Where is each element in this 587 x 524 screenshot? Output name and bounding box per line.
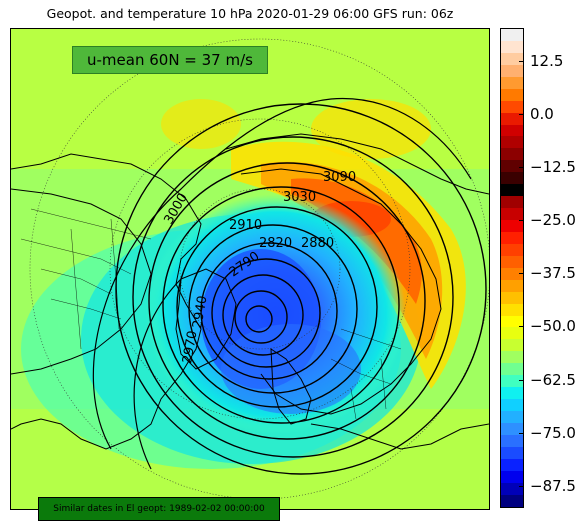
colorbar-segment (501, 351, 523, 364)
contour-label: 2820 (259, 236, 292, 251)
colorbar-tick-label: 12.5 (530, 51, 564, 70)
colorbar-segment (501, 196, 523, 209)
colorbar-segment (501, 315, 523, 328)
colorbar-segment (501, 52, 523, 65)
colorbar-segment (501, 434, 523, 447)
colorbar-tick-mark (519, 60, 524, 62)
colorbar-segment (501, 363, 523, 376)
contour-2940 (188, 224, 358, 394)
coastline-greenland (175, 268, 237, 370)
coastline-north-america (11, 153, 202, 450)
colorbar-segment (501, 208, 523, 220)
coastline-scandinavia (270, 348, 312, 425)
similar-dates-label: Similar dates in El geopt: 1989-02-02 00… (38, 497, 280, 521)
geopotential-map: 3090 3030 2910 2880 2820 2790 2970 2940 … (11, 29, 489, 509)
colorbar-segment (501, 40, 523, 53)
contour-2790 (245, 305, 273, 333)
colorbar-segment (501, 136, 523, 149)
colorbar-tick-label: −50.0 (530, 317, 576, 336)
contour-label: 2940 (190, 294, 211, 329)
contour-label: 2910 (229, 218, 262, 233)
colorbar-tick-label: −37.5 (530, 264, 576, 283)
contour-3060 (132, 136, 454, 458)
colorbar-segment (501, 220, 523, 232)
temperature-colorbar (500, 28, 524, 508)
colorbar-segment (501, 458, 523, 471)
colorbar-segment (501, 482, 523, 495)
colorbar-segment (501, 172, 523, 185)
colorbar-segment (501, 279, 523, 292)
colorbar-segment (501, 327, 523, 340)
colorbar-segment (501, 88, 523, 101)
colorbar-segment (501, 255, 523, 268)
contour-2820 (234, 290, 288, 344)
colorbar-segment (501, 339, 523, 352)
colorbar-tick-label: −12.5 (530, 158, 576, 177)
colorbar-segment (501, 243, 523, 256)
umean-label: u-mean 60N = 37 m/s (72, 46, 268, 74)
contour-2880 (211, 258, 321, 368)
colorbar-segment (501, 76, 523, 89)
colorbar-tick-mark (519, 273, 524, 275)
colorbar-tick-mark (519, 432, 524, 434)
chart-title: Geopot. and temperature 10 hPa 2020-01-2… (46, 6, 454, 21)
contour-3030 (148, 162, 426, 440)
colorbar-segment (501, 148, 523, 161)
colorbar-tick-label: −62.5 (530, 370, 576, 389)
colorbar-segment (501, 267, 523, 280)
contour-2910 (200, 242, 338, 380)
colorbar-segment (501, 184, 523, 197)
contour-2970 (176, 206, 378, 408)
coastline-eurasia (225, 133, 489, 195)
contour-label: 2880 (301, 236, 334, 251)
colorbar-tick-mark (519, 220, 524, 222)
colorbar-tick-label: −87.5 (530, 476, 576, 495)
colorbar-segment (501, 29, 523, 41)
colorbar-segment (501, 494, 523, 507)
colorbar-tick-mark (519, 113, 524, 115)
colorbar-segment (501, 231, 523, 244)
colorbar-segment (501, 124, 523, 137)
contour-3000 (162, 186, 400, 424)
contour-label: 3030 (283, 190, 316, 205)
contour-3090 (115, 103, 487, 475)
colorbar-segment (501, 291, 523, 304)
colorbar-segment (501, 303, 523, 316)
colorbar-segment (501, 422, 523, 435)
colorbar-segment (501, 387, 523, 400)
contour-label: 3090 (323, 170, 356, 185)
colorbar-tick-mark (519, 326, 524, 328)
colorbar-segment (501, 375, 523, 388)
contour-2850 (222, 274, 304, 356)
contour-label: 2970 (180, 329, 201, 364)
colorbar-segment (501, 411, 523, 423)
colorbar-tick-label: −25.0 (530, 211, 576, 230)
colorbar-tick-mark (519, 167, 524, 169)
map-panel: 3090 3030 2910 2880 2820 2790 2970 2940 … (10, 28, 490, 510)
colorbar-segment (501, 470, 523, 483)
colorbar-segment (501, 100, 523, 113)
colorbar-tick-mark (519, 379, 524, 381)
colorbar-tick-mark (519, 485, 524, 487)
colorbar-segment (501, 112, 523, 125)
colorbar-tick-label: 0.0 (530, 104, 554, 123)
colorbar-segment (501, 399, 523, 411)
colorbar-segment (501, 446, 523, 459)
warm-sector (231, 141, 466, 389)
colorbar-tick-label: −75.0 (530, 423, 576, 442)
colorbar-segment (501, 64, 523, 77)
colorbar-segment (501, 160, 523, 173)
